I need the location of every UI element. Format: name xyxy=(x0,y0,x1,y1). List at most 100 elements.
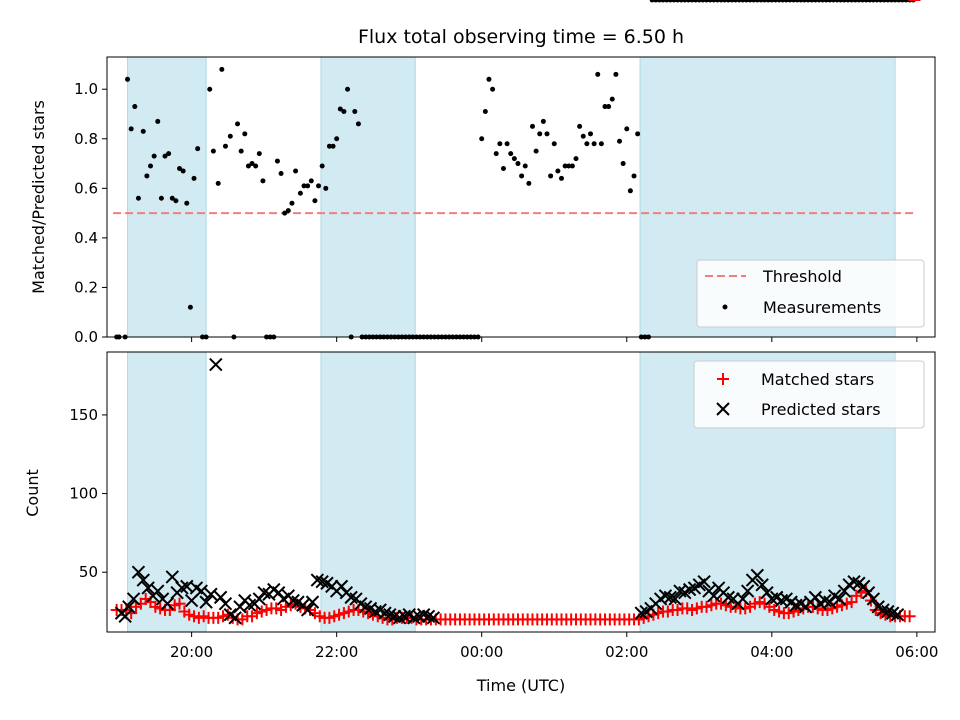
measurement-point xyxy=(341,109,347,115)
measurement-point xyxy=(504,141,510,147)
measurement-point xyxy=(312,198,318,204)
chart-title: Flux total observing time = 6.50 h xyxy=(358,26,684,48)
measurement-point xyxy=(305,183,311,189)
measurement-point xyxy=(297,190,303,196)
predicted-star-point xyxy=(736,592,750,606)
predicted-star-point xyxy=(305,595,320,609)
measurement-point xyxy=(125,76,131,82)
measurement-point xyxy=(544,131,550,137)
predicted-star-point xyxy=(866,592,881,606)
top-y-tick-label: 0.8 xyxy=(74,130,98,148)
predicted-star-point xyxy=(160,596,175,611)
measurement-point xyxy=(562,163,568,169)
measurement-point xyxy=(289,200,295,206)
measurement-point xyxy=(148,163,154,169)
measurement-point xyxy=(631,173,637,179)
predicted-star-point xyxy=(344,590,358,605)
predicted-stars-series xyxy=(114,357,905,625)
predicted-star-point xyxy=(421,609,436,623)
predicted-star-point xyxy=(334,579,349,594)
predicted-star-point xyxy=(165,570,179,584)
measurement-point xyxy=(540,118,546,124)
bottom-y-tick-label: 50 xyxy=(79,563,98,581)
predicted-star-point xyxy=(658,589,673,603)
measurement-point xyxy=(479,136,485,142)
measurement-point xyxy=(285,208,291,214)
measurement-point xyxy=(606,104,612,110)
measurement-point xyxy=(195,146,201,152)
measurement-point xyxy=(132,104,138,110)
predicted-star-point xyxy=(740,584,755,598)
measurement-point xyxy=(245,163,251,169)
x-tick-label: 00:00 xyxy=(460,643,503,661)
predicted-star-point xyxy=(412,609,426,623)
measurement-point xyxy=(301,183,307,189)
top-y-tick-label: 0.4 xyxy=(74,229,98,247)
predicted-star-point xyxy=(818,593,832,608)
measurement-point xyxy=(334,136,340,142)
measurement-point xyxy=(482,109,488,115)
measurement-point xyxy=(140,128,146,134)
top-panel: 0.0 0.2 0.4 0.6 0.8 1.0 Matched/Predicted sta… xyxy=(29,0,936,346)
predicted-star-point xyxy=(131,565,146,579)
measurement-point xyxy=(169,195,175,201)
predicted-star-point xyxy=(876,603,890,617)
measurement-point xyxy=(166,151,172,157)
measurement-point xyxy=(352,109,358,115)
predicted-star-point xyxy=(141,581,155,595)
predicted-star-point xyxy=(242,598,257,612)
measurement-point xyxy=(151,153,157,159)
predicted-star-point xyxy=(257,585,271,600)
predicted-star-point xyxy=(271,585,286,600)
measurement-point xyxy=(144,173,150,179)
predicted-star-point xyxy=(315,574,329,589)
predicted-star-point xyxy=(416,607,431,622)
x-tick-label: 20:00 xyxy=(170,643,213,661)
measurement-point xyxy=(249,161,255,167)
measurement-point xyxy=(551,141,557,147)
measurement-point xyxy=(577,123,583,129)
predicted-star-point xyxy=(407,611,421,625)
measurement-point xyxy=(158,195,164,201)
predicted-star-point xyxy=(194,584,208,598)
x-axis-label: Time (UTC) xyxy=(476,676,565,695)
measurement-point xyxy=(282,210,288,216)
predicted-star-point xyxy=(755,578,769,592)
predicted-star-point xyxy=(228,611,242,625)
bottom-y-axis: 50 100 150 xyxy=(69,406,107,581)
measurement-point xyxy=(613,71,619,77)
predicted-star-point xyxy=(136,573,150,587)
measurement-point xyxy=(260,178,266,184)
predicted-star-point xyxy=(861,585,876,600)
measurement-point xyxy=(323,185,329,191)
measurement-point xyxy=(493,151,499,157)
measurement-point xyxy=(135,195,141,201)
bottom-observing-window-2 xyxy=(320,352,416,632)
predicted-star-point xyxy=(832,592,847,606)
measurement-point xyxy=(573,156,579,162)
predicted-star-point xyxy=(218,596,233,611)
measurement-point xyxy=(511,156,517,162)
measurement-point xyxy=(274,158,280,164)
measurement-point xyxy=(355,121,361,127)
measurement-point xyxy=(319,163,325,169)
measurement-point xyxy=(486,76,492,82)
top-y-tick-label: 0.2 xyxy=(74,278,98,296)
measurement-point xyxy=(609,96,615,102)
predicted-star-point xyxy=(126,592,141,606)
top-y-tick-label: 0.6 xyxy=(74,179,98,197)
measurement-point xyxy=(620,161,626,167)
x-tick-label: 02:00 xyxy=(605,643,648,661)
measurement-point xyxy=(210,148,216,154)
predicted-star-point xyxy=(682,582,697,597)
predicted-star-point xyxy=(383,607,397,622)
top-y-tick-label: 1.0 xyxy=(74,80,98,98)
measurement-point xyxy=(584,141,590,147)
predicted-star-point xyxy=(175,581,189,595)
top-observing-window-2 xyxy=(320,57,416,337)
predicted-star-point xyxy=(358,600,373,614)
bottom-legend-box xyxy=(693,360,925,429)
measurement-point xyxy=(529,123,535,129)
measurement-point xyxy=(162,153,168,159)
